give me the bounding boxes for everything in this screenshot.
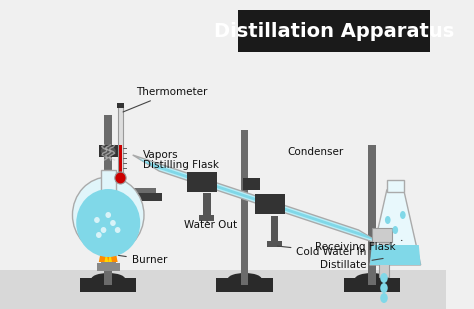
Circle shape	[100, 227, 106, 233]
Bar	[99, 145, 118, 157]
Bar	[80, 278, 137, 292]
Bar	[100, 238, 116, 270]
Polygon shape	[104, 242, 112, 262]
Text: Cold Water In: Cold Water In	[277, 246, 367, 257]
Circle shape	[115, 172, 126, 184]
Bar	[123, 160, 127, 161]
Bar	[123, 163, 127, 164]
Text: Distillation Apparatus: Distillation Apparatus	[214, 22, 454, 40]
Circle shape	[76, 189, 140, 257]
Bar	[123, 148, 127, 149]
Polygon shape	[133, 155, 385, 246]
Bar	[372, 228, 392, 242]
Text: Vapors: Vapors	[143, 150, 179, 160]
Circle shape	[115, 227, 120, 233]
Bar	[368, 145, 375, 285]
Polygon shape	[104, 252, 108, 262]
Circle shape	[110, 220, 116, 226]
Polygon shape	[99, 242, 106, 262]
Bar	[104, 115, 112, 285]
Ellipse shape	[392, 226, 398, 234]
Bar	[100, 170, 116, 200]
Polygon shape	[255, 194, 285, 214]
Circle shape	[96, 232, 101, 238]
Bar	[100, 193, 162, 201]
Polygon shape	[370, 245, 421, 265]
Circle shape	[94, 217, 100, 223]
Bar	[123, 150, 127, 151]
Text: Burner: Burner	[118, 255, 167, 265]
Ellipse shape	[400, 211, 406, 219]
Ellipse shape	[228, 273, 262, 285]
Bar	[123, 155, 127, 156]
Bar	[200, 215, 214, 221]
Bar	[123, 168, 127, 169]
Polygon shape	[107, 242, 115, 262]
Bar	[379, 242, 389, 277]
Polygon shape	[370, 190, 421, 265]
Ellipse shape	[380, 273, 388, 283]
Ellipse shape	[91, 273, 125, 285]
Bar	[123, 153, 127, 154]
Text: Thermometer: Thermometer	[123, 87, 208, 112]
Bar	[99, 182, 118, 192]
Bar	[387, 180, 404, 192]
Bar	[271, 216, 278, 241]
Ellipse shape	[385, 216, 391, 224]
Polygon shape	[187, 172, 218, 192]
Text: Condenser: Condenser	[287, 147, 343, 157]
Polygon shape	[101, 242, 109, 262]
Polygon shape	[138, 159, 379, 242]
Ellipse shape	[380, 283, 388, 293]
Ellipse shape	[355, 273, 389, 285]
Bar	[203, 193, 210, 215]
Bar	[118, 105, 123, 175]
Text: Distilling Flask: Distilling Flask	[143, 160, 219, 170]
Bar	[243, 178, 260, 190]
Ellipse shape	[100, 146, 116, 156]
Bar	[267, 241, 282, 247]
Circle shape	[105, 212, 111, 218]
Bar	[118, 145, 122, 173]
Bar	[104, 188, 156, 193]
Bar	[344, 278, 400, 292]
Text: Water Out: Water Out	[183, 220, 237, 230]
FancyBboxPatch shape	[238, 10, 430, 52]
Bar	[241, 130, 248, 285]
Text: Receiving Flask: Receiving Flask	[315, 240, 402, 252]
Bar	[217, 278, 273, 292]
Bar	[117, 103, 124, 108]
Ellipse shape	[380, 293, 388, 303]
Bar	[123, 158, 127, 159]
Circle shape	[73, 177, 144, 253]
Polygon shape	[110, 242, 118, 262]
Text: Distillate: Distillate	[320, 258, 383, 270]
Bar	[97, 263, 119, 271]
Bar	[0, 270, 446, 309]
Polygon shape	[108, 252, 112, 262]
